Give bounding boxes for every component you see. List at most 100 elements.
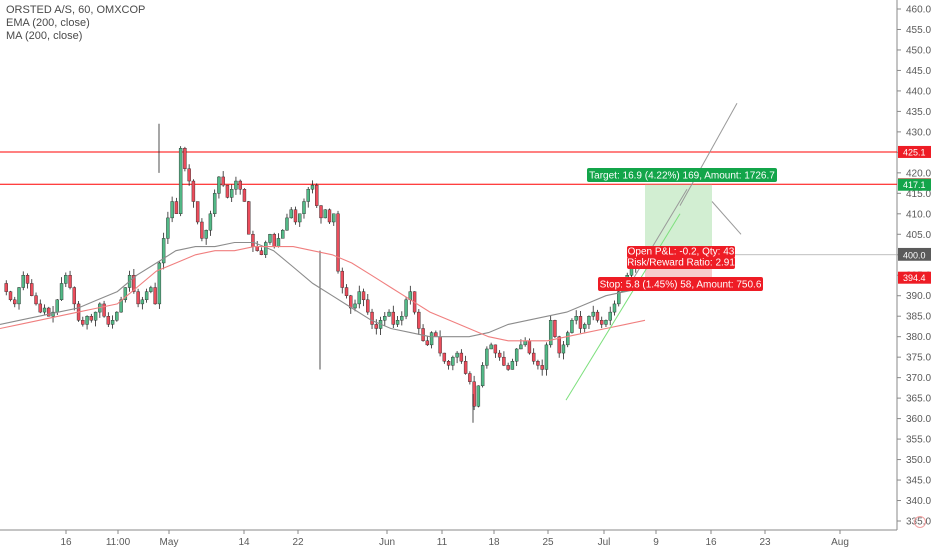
candle-body (617, 291, 621, 305)
candle-body (485, 348, 489, 366)
legend-ema: EMA (200, close) (6, 17, 90, 29)
y-tick-label: 450.0 (906, 45, 931, 56)
candle-body (195, 201, 200, 223)
candle-body (553, 320, 557, 337)
candle-body (4, 283, 8, 292)
y-tick-label: 365.0 (906, 394, 931, 405)
candle-body (47, 307, 51, 317)
y-tick-label: 335.0 (906, 517, 931, 528)
candle-body (434, 332, 438, 337)
candle-body (170, 201, 174, 219)
candle-body (251, 234, 255, 247)
candle-body (132, 275, 136, 292)
projection-arrow (627, 188, 688, 288)
candle-body (268, 234, 272, 243)
candle-body (17, 287, 21, 305)
y-tick-label: 405.0 (906, 230, 931, 241)
candle-body (119, 299, 123, 313)
stop-label: Stop: 5.8 (1.45%) 58, Amount: 750.6 (598, 277, 763, 291)
projection-arrow (679, 102, 738, 206)
candle-body (451, 356, 455, 366)
candle-body (574, 316, 578, 321)
candle-body (429, 332, 434, 346)
price-tag: 394.4 (898, 271, 931, 284)
candle-body (344, 287, 349, 296)
legend-symbol: ORSTED A/S, 60, OMXCOP (6, 4, 146, 16)
candle-body (81, 320, 85, 325)
candle-body (187, 168, 191, 182)
y-tick-label: 355.0 (906, 435, 931, 446)
candle-body (502, 356, 506, 366)
candle-body (204, 229, 208, 239)
target-label: Target: 16.9 (4.22%) 169, Amount: 1726.7 (587, 168, 777, 182)
candle-body (102, 303, 106, 317)
candle-body (302, 201, 306, 214)
y-tick-label: 375.0 (906, 353, 931, 364)
price-tag-bg (898, 145, 931, 158)
risk-reward-label-bg (627, 257, 735, 269)
candle-body (166, 217, 170, 239)
y-tick-label: 430.0 (906, 127, 931, 138)
candle-body (336, 213, 340, 272)
candle-body (217, 176, 221, 194)
candle-body (366, 299, 370, 313)
candle-body (136, 291, 140, 305)
candle-body (281, 229, 285, 239)
candle-body (238, 180, 242, 190)
price-tag-label: 394.4 (903, 273, 926, 283)
candle-body (21, 275, 25, 288)
candle-body (229, 189, 234, 198)
candle-body (383, 316, 387, 321)
candle-body (442, 352, 447, 362)
candle-body (149, 287, 153, 292)
pnl-label-text: Open P&L: -0.2, Qty: 43 (628, 247, 735, 258)
x-tick-label: 11 (437, 537, 448, 548)
candle-body (514, 348, 519, 362)
x-tick-label: 25 (542, 537, 554, 548)
candle-body (264, 242, 268, 255)
x-tick-label: 22 (292, 537, 304, 548)
candle-body (578, 316, 583, 329)
candle-body (246, 201, 251, 235)
candle-body (523, 340, 527, 346)
candle-body (353, 303, 357, 309)
candle-body (285, 217, 289, 231)
y-tick-label: 385.0 (906, 312, 931, 323)
trend-line (565, 213, 681, 401)
candle-body (548, 320, 553, 346)
candle-body (561, 344, 566, 354)
candle-body (417, 311, 421, 329)
candle-body (225, 184, 230, 198)
candle-body (174, 201, 179, 214)
candle-body (208, 213, 213, 231)
candle-body (93, 311, 98, 321)
x-tick-label: 16 (705, 537, 717, 548)
y-tick-label: 410.0 (906, 209, 931, 220)
candle-body (106, 316, 111, 325)
candle-body (455, 352, 459, 358)
candle-body (404, 299, 408, 317)
candle-body (459, 352, 464, 362)
candle-body (489, 344, 493, 350)
candle-body (234, 180, 238, 190)
candle-body (183, 148, 187, 169)
y-tick-label: 370.0 (906, 373, 931, 384)
candle-body (400, 316, 404, 321)
price-tag: 425.1 (898, 145, 931, 158)
candle-body (506, 365, 510, 370)
candle-body (493, 344, 498, 354)
x-tick-label: 16 (60, 537, 72, 548)
candle-body (604, 320, 608, 325)
candle-body (608, 311, 612, 321)
stop-label-bg (598, 277, 763, 291)
candle-body (64, 275, 68, 284)
candle-body (13, 299, 17, 305)
chart-settings-icon[interactable] (914, 516, 926, 528)
risk-reward-label-text: Risk/Reward Ratio: 2.91 (627, 258, 735, 269)
candle-body (557, 336, 561, 354)
candle-body (310, 184, 315, 190)
target-zone (645, 184, 712, 255)
candle-body (221, 176, 225, 186)
x-tick-label: Jun (379, 537, 395, 548)
